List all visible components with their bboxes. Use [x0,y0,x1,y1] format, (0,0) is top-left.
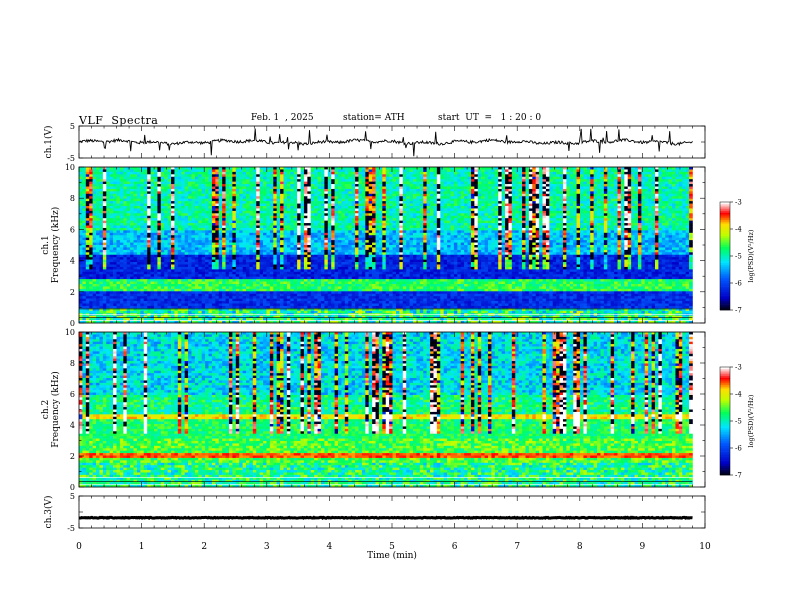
colorbar-tick-label: -3 [735,199,742,207]
ch1-spectrogram-colorbar: -3 -4 -5 -6 -7 log(PSD)(V²/Hz) [719,199,755,315]
colorbar-tick-label: -6 [735,445,742,453]
x-tick-label: 6 [452,542,458,552]
ch1-spectrogram-cells [79,167,693,324]
ch2-spectrogram-ytick-label: 10 [65,328,75,337]
ch1-waveform-ytick-label: 5 [70,122,75,131]
ch3-waveform-ylabel: ch.3(V) [43,496,54,529]
x-tick-label: 2 [201,542,207,552]
ch2-spectrogram-colorbar: -3 -4 -5 -6 -7 log(PSD)(V²/Hz) [719,364,755,480]
ch3-waveform-ytick-label: 5 [70,492,75,501]
x-tick-label: 7 [514,542,520,552]
x-tick-label: 10 [699,542,711,552]
colorbar-tick-label: -6 [735,280,742,288]
colorbar-tick-label: -4 [735,226,742,234]
ch3-waveform-ytick-label: -5 [67,524,75,533]
colorbar-tick-label: -7 [735,472,742,480]
x-ticks-group [78,332,706,487]
date-label: Feb. 1 , 2025 [251,113,314,123]
x-ticks-group [78,167,706,323]
ch1-spectrogram-ylabel-freq: Frequency (kHz) [50,207,61,284]
ch1-spectrogram-ytick-label: 2 [70,288,75,297]
ch1-waveform-ytick-label: -5 [67,154,75,163]
ch1-waveform-trace [78,128,693,157]
ch1-spectrogram-ylabel-channel: ch.1 [41,235,51,254]
x-tick-label: 3 [264,542,270,552]
x-ticks-group [78,126,706,158]
x-tick-label: 9 [640,542,646,552]
ch2-spectrogram-cells [79,332,693,488]
ch2-spectrogram-ylabel-channel: ch.2 [41,400,51,419]
ch3-waveform-trace [79,515,693,521]
ch2-spectrogram-ytick-label: 4 [70,421,75,430]
x-ticks-group [78,496,706,528]
ch2-spectrogram-ytick-label: 2 [70,452,75,461]
colorbar-tick-label: -5 [735,253,742,261]
x-axis-label: Time (min) [367,550,417,561]
colorbar-label: log(PSD)(V²/Hz) [747,229,755,282]
station-label: station= ATH [343,113,405,123]
ch1-spectrogram-ytick-label: 10 [65,163,75,172]
x-tick-label: 0 [76,542,82,552]
x-tick-label: 8 [577,542,583,552]
ch1-spectrogram-ytick-label: 6 [70,225,75,234]
ch1-spectrogram-ytick-label: 4 [70,257,75,266]
colorbar-tick-label: -4 [735,391,742,399]
ch2-spectrogram-ytick-label: 0 [70,483,75,492]
ch2-spectrogram-ytick-label: 6 [70,390,75,399]
ch1-spectrogram-ytick-label: 0 [70,319,75,328]
start-ut-label: start UT = 1 : 20 : 0 [438,113,541,123]
x-tick-label: 1 [139,542,145,552]
x-tick-label: 5 [389,542,395,552]
ch1-waveform-ylabel: ch.1(V) [43,126,54,159]
ch2-spectrogram-ylabel-freq: Frequency (kHz) [50,371,61,448]
ch1-spectrogram-ytick-label: 8 [70,194,75,203]
figure-title: VLF Spectra [79,114,158,127]
colorbar-tick-label: -7 [735,307,742,315]
colorbar-tick-label: -5 [735,418,742,426]
colorbar-tick-label: -3 [735,364,742,372]
colorbar-label: log(PSD)(V²/Hz) [747,394,755,447]
x-tick-label: 4 [327,542,333,552]
ch2-spectrogram-ytick-label: 8 [70,359,75,368]
